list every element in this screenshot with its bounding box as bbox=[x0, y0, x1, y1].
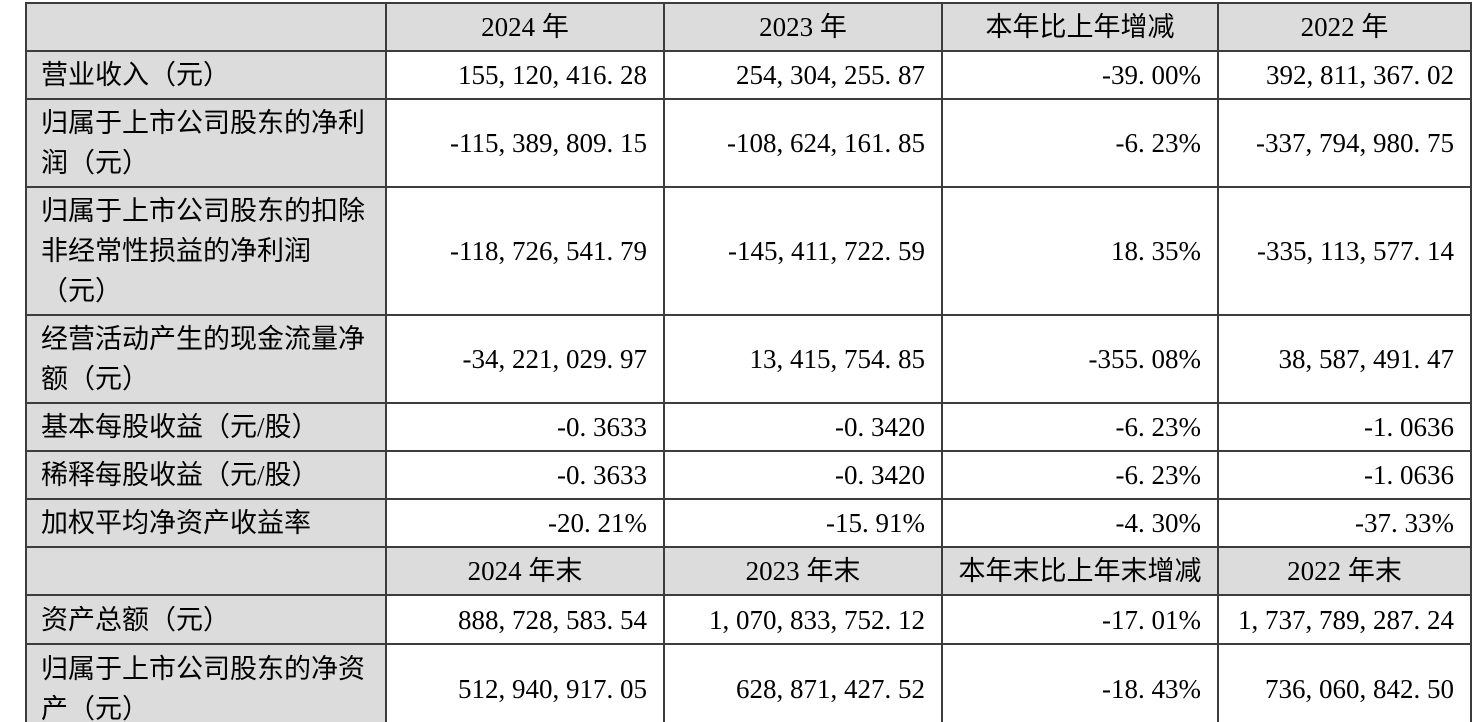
value-2022: 392, 811, 367. 02 bbox=[1217, 50, 1472, 100]
value-2022: 736, 060, 842. 50 bbox=[1217, 643, 1472, 722]
metric-label: 加权平均净资产收益率 bbox=[25, 498, 387, 548]
value-2023: -0. 3420 bbox=[663, 402, 943, 452]
value-2023: 628, 871, 427. 52 bbox=[663, 643, 943, 722]
value-change: -39. 00% bbox=[941, 50, 1219, 100]
value-2022: -337, 794, 980. 75 bbox=[1217, 98, 1472, 188]
column-header-yoy-change: 本年比上年增减 bbox=[941, 2, 1219, 52]
value-2023: 254, 304, 255. 87 bbox=[663, 50, 943, 100]
value-2022: -1. 0636 bbox=[1217, 402, 1472, 452]
metric-label: 资产总额（元） bbox=[25, 594, 387, 645]
metric-row-basic-eps: 基本每股收益（元/股） -0. 3633 -0. 3420 -6. 23% -1… bbox=[25, 402, 1472, 452]
value-change: -6. 23% bbox=[941, 98, 1219, 188]
value-2024: -34, 221, 029. 97 bbox=[385, 314, 665, 404]
value-2022: -1. 0636 bbox=[1217, 450, 1472, 500]
corner-empty-cell bbox=[25, 546, 387, 596]
value-change: -4. 30% bbox=[941, 498, 1219, 548]
metric-row-net-profit-excl-nonrecurring: 归属于上市公司股东的扣除非经常性损益的净利润（元） -118, 726, 541… bbox=[25, 186, 1472, 316]
metric-label: 稀释每股收益（元/股） bbox=[25, 450, 387, 500]
value-2023: -15. 91% bbox=[663, 498, 943, 548]
value-2022: 38, 587, 491. 47 bbox=[1217, 314, 1472, 404]
metric-label: 归属于上市公司股东的扣除非经常性损益的净利润（元） bbox=[25, 186, 387, 316]
metric-row-total-assets: 资产总额（元） 888, 728, 583. 54 1, 070, 833, 7… bbox=[25, 594, 1472, 645]
metric-row-net-profit: 归属于上市公司股东的净利润（元） -115, 389, 809. 15 -108… bbox=[25, 98, 1472, 188]
value-2024: -0. 3633 bbox=[385, 402, 665, 452]
column-header-yoy-end-change: 本年末比上年末增减 bbox=[941, 546, 1219, 596]
column-header-2023: 2023 年 bbox=[663, 2, 943, 52]
column-header-2022-end: 2022 年末 bbox=[1217, 546, 1472, 596]
period-end-header-row: 2024 年末 2023 年末 本年末比上年末增减 2022 年末 bbox=[25, 546, 1472, 596]
column-header-2024: 2024 年 bbox=[385, 2, 665, 52]
metric-label: 归属于上市公司股东的净资产（元） bbox=[25, 643, 387, 722]
metric-row-operating-cash-flow: 经营活动产生的现金流量净额（元） -34, 221, 029. 97 13, 4… bbox=[25, 314, 1472, 404]
metric-label: 归属于上市公司股东的净利润（元） bbox=[25, 98, 387, 188]
value-2024: -0. 3633 bbox=[385, 450, 665, 500]
metric-row-weighted-avg-roe: 加权平均净资产收益率 -20. 21% -15. 91% -4. 30% -37… bbox=[25, 498, 1472, 548]
metric-row-operating-revenue: 营业收入（元） 155, 120, 416. 28 254, 304, 255.… bbox=[25, 50, 1472, 100]
corner-empty-cell bbox=[25, 2, 387, 52]
value-change: 18. 35% bbox=[941, 186, 1219, 316]
metric-label: 基本每股收益（元/股） bbox=[25, 402, 387, 452]
value-2022: -335, 113, 577. 14 bbox=[1217, 186, 1472, 316]
column-header-2023-end: 2023 年末 bbox=[663, 546, 943, 596]
metric-label: 经营活动产生的现金流量净额（元） bbox=[25, 314, 387, 404]
period-header-row: 2024 年 2023 年 本年比上年增减 2022 年 bbox=[25, 2, 1472, 52]
value-change: -6. 23% bbox=[941, 450, 1219, 500]
value-2023: -145, 411, 722. 59 bbox=[663, 186, 943, 316]
value-2024: 155, 120, 416. 28 bbox=[385, 50, 665, 100]
metric-row-net-assets: 归属于上市公司股东的净资产（元） 512, 940, 917. 05 628, … bbox=[25, 643, 1472, 722]
column-header-2022: 2022 年 bbox=[1217, 2, 1472, 52]
value-2024: -118, 726, 541. 79 bbox=[385, 186, 665, 316]
value-2022: 1, 737, 789, 287. 24 bbox=[1217, 594, 1472, 645]
value-2023: 1, 070, 833, 752. 12 bbox=[663, 594, 943, 645]
financial-summary-table: 2024 年 2023 年 本年比上年增减 2022 年 营业收入（元） 155… bbox=[25, 2, 1472, 722]
value-2024: 512, 940, 917. 05 bbox=[385, 643, 665, 722]
value-2024: 888, 728, 583. 54 bbox=[385, 594, 665, 645]
value-2023: 13, 415, 754. 85 bbox=[663, 314, 943, 404]
value-change: -17. 01% bbox=[941, 594, 1219, 645]
value-change: -18. 43% bbox=[941, 643, 1219, 722]
value-2022: -37. 33% bbox=[1217, 498, 1472, 548]
value-change: -355. 08% bbox=[941, 314, 1219, 404]
column-header-2024-end: 2024 年末 bbox=[385, 546, 665, 596]
value-change: -6. 23% bbox=[941, 402, 1219, 452]
value-2023: -108, 624, 161. 85 bbox=[663, 98, 943, 188]
metric-label: 营业收入（元） bbox=[25, 50, 387, 100]
value-2023: -0. 3420 bbox=[663, 450, 943, 500]
value-2024: -115, 389, 809. 15 bbox=[385, 98, 665, 188]
metric-row-diluted-eps: 稀释每股收益（元/股） -0. 3633 -0. 3420 -6. 23% -1… bbox=[25, 450, 1472, 500]
value-2024: -20. 21% bbox=[385, 498, 665, 548]
